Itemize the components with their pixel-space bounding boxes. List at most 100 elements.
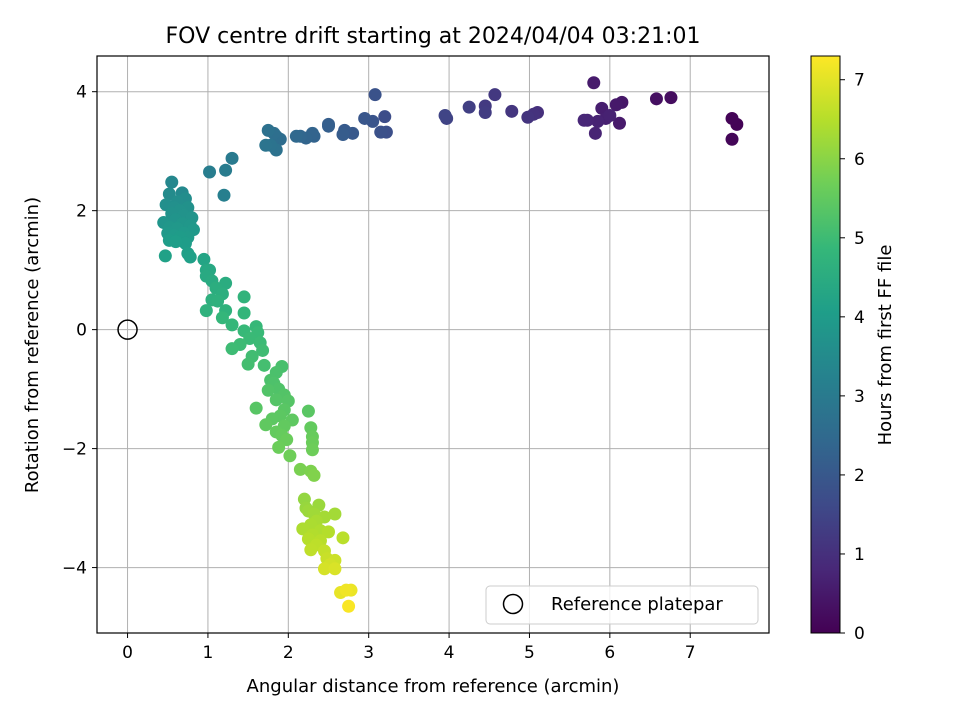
data-point xyxy=(257,358,271,372)
x-tick-label: 3 xyxy=(363,643,374,663)
x-tick-label: 1 xyxy=(203,643,214,663)
data-point xyxy=(587,76,601,90)
data-point xyxy=(378,110,392,124)
y-axis-label: Rotation from reference (arcmin) xyxy=(22,197,43,493)
data-point xyxy=(322,119,336,133)
data-point xyxy=(478,106,492,120)
data-point xyxy=(328,562,342,576)
legend-label: Reference platepar xyxy=(551,594,723,615)
colorbar-tick-label: 7 xyxy=(854,71,865,91)
y-tick-label: −2 xyxy=(62,440,87,460)
reference-platepar-marker xyxy=(117,319,138,340)
colorbar-gradient xyxy=(810,55,841,634)
data-point xyxy=(725,132,739,146)
data-point xyxy=(307,468,321,482)
chart-title: FOV centre drift starting at 2024/04/04 … xyxy=(166,24,701,49)
legend-marker-icon xyxy=(502,593,524,615)
legend: Reference platepar xyxy=(485,585,759,625)
scatter-points xyxy=(157,76,744,613)
data-point xyxy=(197,252,211,266)
y-tick-label: 4 xyxy=(76,83,87,103)
plot-area xyxy=(97,56,769,633)
data-point xyxy=(339,583,353,597)
data-point xyxy=(283,449,297,463)
plot-frame xyxy=(96,55,770,634)
y-tick-label: 2 xyxy=(76,202,87,222)
data-point xyxy=(259,138,273,152)
data-point xyxy=(183,250,197,264)
data-point xyxy=(438,108,452,122)
x-tick-label: 4 xyxy=(444,643,455,663)
data-point xyxy=(243,332,257,346)
data-point xyxy=(317,562,331,576)
data-point xyxy=(304,543,318,557)
data-point xyxy=(336,531,350,545)
grid xyxy=(97,56,769,633)
x-axis-ticks: 0 1 2 3 4 5 6 7 xyxy=(122,633,696,663)
colorbar: 0 1 2 3 4 5 6 7 Hours from first FF file xyxy=(810,55,896,644)
data-point xyxy=(203,165,217,179)
colorbar-ticks: 0 1 2 3 4 5 6 7 xyxy=(840,71,865,644)
data-point xyxy=(162,187,176,201)
colorbar-tick-label: 0 xyxy=(854,624,865,644)
data-point xyxy=(664,91,678,105)
data-point xyxy=(259,418,273,432)
data-point xyxy=(225,151,239,165)
data-point xyxy=(462,100,476,114)
data-point xyxy=(305,443,319,457)
data-point xyxy=(219,163,233,177)
data-point xyxy=(256,343,270,357)
data-point xyxy=(577,113,591,127)
data-point xyxy=(358,111,372,125)
data-point xyxy=(505,104,519,118)
data-point xyxy=(588,126,602,140)
data-point xyxy=(165,175,179,189)
data-point xyxy=(603,108,617,122)
data-point xyxy=(342,599,356,613)
data-point xyxy=(488,88,502,102)
data-point xyxy=(178,236,192,250)
data-point xyxy=(261,123,275,137)
data-point xyxy=(211,294,225,308)
colorbar-tick-label: 6 xyxy=(854,150,865,170)
data-point xyxy=(272,440,286,454)
x-tick-label: 2 xyxy=(283,643,294,663)
data-point xyxy=(296,522,310,536)
data-point xyxy=(199,304,213,318)
data-point xyxy=(336,128,350,142)
x-tick-label: 6 xyxy=(604,643,615,663)
data-point xyxy=(237,290,251,304)
data-point xyxy=(225,342,239,356)
data-point xyxy=(612,116,626,130)
data-point xyxy=(649,92,663,106)
data-point xyxy=(328,507,342,521)
data-point xyxy=(237,306,251,320)
data-point xyxy=(219,276,233,290)
data-point xyxy=(269,393,283,407)
y-axis-ticks: −4 −2 0 2 4 xyxy=(62,83,97,579)
colorbar-tick-label: 5 xyxy=(854,229,865,249)
data-point xyxy=(225,318,239,332)
data-point xyxy=(215,311,229,325)
y-tick-label: −4 xyxy=(62,559,87,579)
data-point xyxy=(261,383,275,397)
data-point xyxy=(169,235,183,249)
colorbar-tick-label: 2 xyxy=(854,466,865,486)
data-point xyxy=(293,462,307,476)
x-tick-label: 7 xyxy=(685,643,696,663)
data-point xyxy=(280,433,294,447)
colorbar-tick-label: 1 xyxy=(854,545,865,565)
data-point xyxy=(521,110,535,124)
colorbar-label: Hours from first FF file xyxy=(875,245,896,446)
data-point xyxy=(289,129,303,143)
data-point xyxy=(158,249,172,263)
data-point xyxy=(241,357,255,371)
data-point xyxy=(591,114,605,128)
data-point xyxy=(322,525,336,539)
data-point xyxy=(725,111,739,125)
y-tick-label: 0 xyxy=(76,321,87,341)
colorbar-tick-label: 4 xyxy=(854,308,865,328)
data-point xyxy=(217,188,231,202)
data-point xyxy=(609,98,623,112)
